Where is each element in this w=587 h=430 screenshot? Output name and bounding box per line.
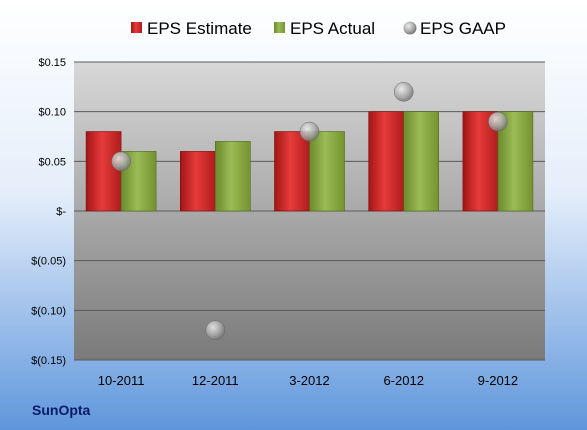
y-tick-label: $0.10 xyxy=(38,107,66,119)
y-axis: $0.15 $0.10 $0.05 $- $(0.05) $(0.10) $(0.15) xyxy=(31,57,66,367)
x-axis: 10-2011 12-2011 3-2012 6-2012 9-2012 xyxy=(98,373,518,388)
eps-actual-bar xyxy=(215,141,251,212)
eps-gaap-point xyxy=(205,320,226,340)
legend-actual-label: EPS Actual xyxy=(290,19,375,38)
x-tick-label: 9-2012 xyxy=(478,373,518,388)
eps-estimate-bar xyxy=(180,151,216,212)
x-tick-label: 10-2011 xyxy=(98,373,145,388)
eps-estimate-bar xyxy=(85,131,122,212)
legend-estimate-swatch xyxy=(131,22,142,33)
y-tick-label: $(0.05) xyxy=(31,256,66,268)
eps-actual-bar xyxy=(403,111,440,212)
y-tick-label: $(0.10) xyxy=(31,305,66,317)
legend-actual-swatch xyxy=(274,22,285,33)
legend: EPS Estimate EPS Actual EPS GAAP xyxy=(131,19,506,38)
legend-estimate-label: EPS Estimate xyxy=(147,19,252,38)
y-tick-label: $0.15 xyxy=(38,57,66,69)
legend-gaap-swatch xyxy=(403,21,417,35)
eps-estimate-bar xyxy=(368,111,405,212)
x-tick-label: 3-2012 xyxy=(289,373,329,388)
y-tick-label: $0.05 xyxy=(38,156,66,168)
eps-gaap-point xyxy=(393,82,414,102)
eps-gaap-point xyxy=(111,151,131,172)
eps-estimate-bar xyxy=(274,131,310,212)
x-tick-label: 12-2011 xyxy=(192,373,239,388)
y-tick-label: $(0.15) xyxy=(31,355,66,367)
eps-actual-bar xyxy=(309,131,345,212)
company-label: SunOpta xyxy=(32,402,91,418)
gaap-points xyxy=(111,82,508,340)
eps-gaap-point xyxy=(299,121,320,142)
x-tick-label: 6-2012 xyxy=(383,373,423,388)
legend-gaap-label: EPS GAAP xyxy=(420,19,506,38)
eps-gaap-point xyxy=(488,111,508,132)
y-tick-label: $- xyxy=(56,206,66,218)
